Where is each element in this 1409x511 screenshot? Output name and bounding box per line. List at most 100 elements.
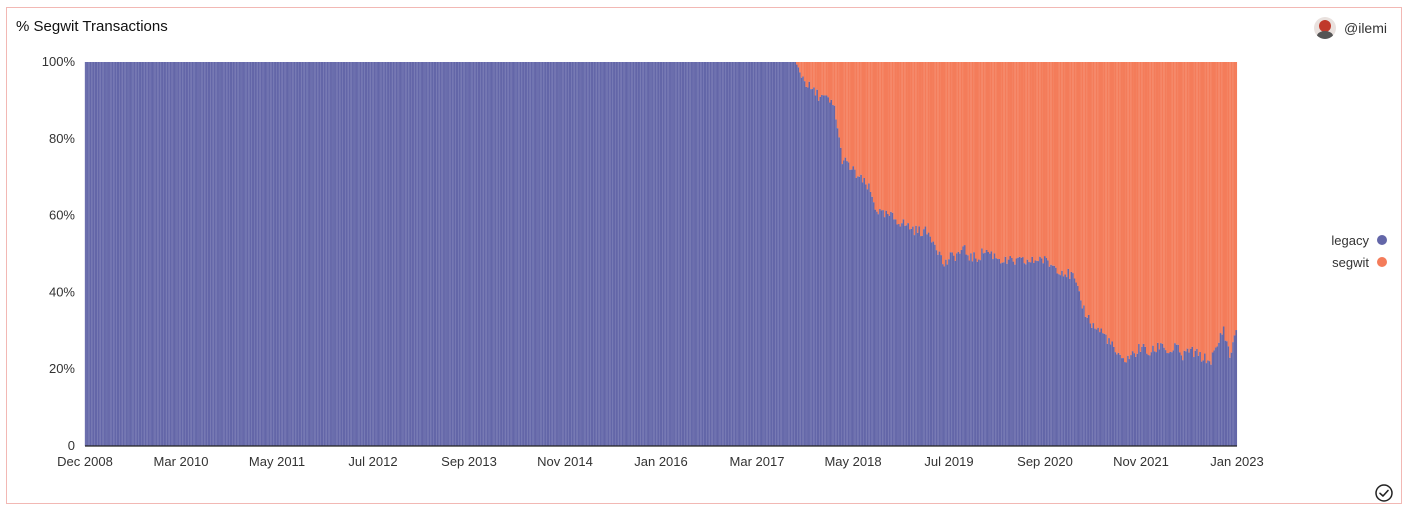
bar-legacy[interactable] [463,62,465,446]
bar-legacy[interactable] [461,62,464,446]
bar-legacy[interactable] [205,62,208,446]
bar-legacy[interactable] [1064,274,1066,446]
bar-segwit[interactable] [832,62,834,105]
bar-legacy[interactable] [1069,279,1071,446]
bar-legacy[interactable] [1124,362,1126,446]
bar-legacy[interactable] [293,62,296,446]
bar-legacy[interactable] [154,62,156,446]
bar-legacy[interactable] [555,62,558,446]
bar-legacy[interactable] [1145,353,1148,446]
bar-legacy[interactable] [1003,262,1005,446]
bar-legacy[interactable] [292,62,294,446]
bar-legacy[interactable] [1193,357,1195,446]
bar-segwit[interactable] [1180,62,1183,356]
bar-legacy[interactable] [475,62,478,446]
bar-segwit[interactable] [899,62,902,227]
bar-segwit[interactable] [976,62,979,262]
bar-legacy[interactable] [1136,353,1139,446]
bar-segwit[interactable] [1230,62,1233,353]
bar-legacy[interactable] [467,62,470,446]
bar-legacy[interactable] [174,62,177,446]
bar-legacy[interactable] [315,62,318,446]
bar-legacy[interactable] [1098,332,1101,446]
bar-segwit[interactable] [824,62,826,96]
bar-legacy[interactable] [530,62,533,446]
bar-legacy[interactable] [257,62,260,446]
bar-legacy[interactable] [722,62,724,446]
bar-legacy[interactable] [577,62,580,446]
bar-legacy[interactable] [1134,356,1137,446]
bar-segwit[interactable] [844,62,847,158]
bar-legacy[interactable] [369,62,371,446]
bar-legacy[interactable] [449,62,451,446]
bar-legacy[interactable] [307,62,310,446]
bar-segwit[interactable] [1147,62,1150,356]
bar-segwit[interactable] [879,62,881,210]
bar-legacy[interactable] [290,62,293,446]
bar-legacy[interactable] [1185,351,1187,446]
bar-legacy[interactable] [1067,268,1070,446]
bar-legacy[interactable] [882,210,884,446]
bar-legacy[interactable] [271,62,274,446]
bar-segwit[interactable] [838,62,840,138]
bar-segwit[interactable] [1032,62,1035,263]
bar-legacy[interactable] [102,62,104,446]
bar-legacy[interactable] [381,62,384,446]
bar-legacy[interactable] [504,62,506,446]
bar-legacy[interactable] [168,62,170,446]
bar-legacy[interactable] [413,62,415,446]
bar-legacy[interactable] [198,62,200,446]
bar-legacy[interactable] [111,62,114,446]
bar-segwit[interactable] [1010,62,1013,258]
bar-segwit[interactable] [1233,62,1236,336]
bar-legacy[interactable] [546,62,549,446]
bar-legacy[interactable] [541,62,544,446]
bar-segwit[interactable] [1202,62,1205,361]
bar-segwit[interactable] [984,62,986,253]
bar-segwit[interactable] [1133,62,1136,354]
bar-legacy[interactable] [1058,274,1060,446]
bar-segwit[interactable] [1114,62,1117,353]
bar-legacy[interactable] [452,62,454,446]
bar-legacy[interactable] [973,252,975,446]
bar-segwit[interactable] [951,62,953,253]
bar-legacy[interactable] [1219,333,1222,446]
bar-segwit[interactable] [1084,62,1087,317]
bar-legacy[interactable] [436,62,439,446]
bar-legacy[interactable] [670,62,673,446]
bar-legacy[interactable] [657,62,660,446]
bar-segwit[interactable] [1182,62,1184,361]
bar-segwit[interactable] [948,62,950,260]
bar-legacy[interactable] [441,62,443,446]
avatar[interactable] [1314,17,1336,39]
bar-legacy[interactable] [825,95,828,447]
bar-segwit[interactable] [934,62,936,245]
bar-legacy[interactable] [345,62,348,446]
bar-legacy[interactable] [954,260,957,446]
bar-legacy[interactable] [478,62,481,446]
bar-legacy[interactable] [962,246,964,446]
bar-legacy[interactable] [880,210,883,446]
bar-segwit[interactable] [1054,62,1057,268]
bar-segwit[interactable] [929,62,931,237]
bar-segwit[interactable] [1204,62,1206,354]
bar-legacy[interactable] [285,62,288,446]
bar-segwit[interactable] [1210,62,1212,365]
bar-segwit[interactable] [924,62,927,227]
bar-legacy[interactable] [480,62,483,446]
bar-legacy[interactable] [678,62,680,446]
bar-legacy[interactable] [576,62,578,446]
bar-legacy[interactable] [1188,352,1190,446]
bar-segwit[interactable] [1189,62,1192,349]
bar-legacy[interactable] [869,191,872,446]
bar-segwit[interactable] [923,62,925,230]
bar-legacy[interactable] [405,62,407,446]
bar-segwit[interactable] [855,62,858,178]
bar-legacy[interactable] [894,219,897,446]
bar-legacy[interactable] [741,62,743,446]
bar-legacy[interactable] [764,62,767,446]
bar-legacy[interactable] [548,62,550,446]
bar-legacy[interactable] [424,62,426,446]
bar-segwit[interactable] [1072,62,1074,274]
bar-legacy[interactable] [1020,257,1023,446]
